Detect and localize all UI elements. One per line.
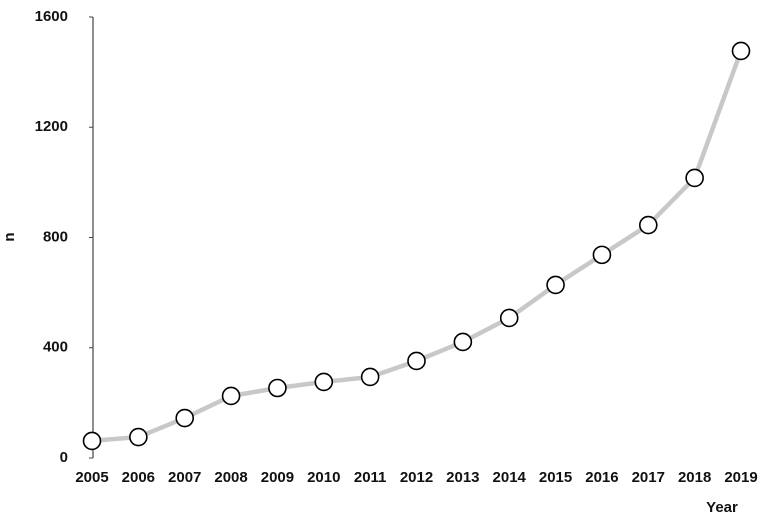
x-tick-label: 2006 bbox=[122, 469, 155, 486]
marker bbox=[360, 367, 380, 387]
x-tick-label: 2013 bbox=[446, 469, 479, 486]
marker bbox=[731, 41, 751, 61]
marker bbox=[592, 245, 612, 265]
marker bbox=[453, 332, 473, 352]
y-tick-label: 800 bbox=[43, 228, 68, 245]
x-tick-label: 2011 bbox=[354, 469, 387, 486]
x-tick-label: 2016 bbox=[585, 469, 618, 486]
x-tick-label: 2015 bbox=[539, 469, 572, 486]
marker bbox=[499, 308, 519, 328]
marker bbox=[221, 386, 241, 406]
y-tick-label: 1200 bbox=[35, 118, 68, 135]
marker bbox=[268, 378, 287, 398]
marker bbox=[638, 215, 658, 235]
x-tick-label: 2018 bbox=[678, 469, 711, 486]
x-tick-label: 2005 bbox=[75, 469, 108, 486]
marker bbox=[546, 275, 565, 295]
line bbox=[91, 50, 744, 444]
marker bbox=[407, 351, 426, 371]
y-axis-title: n bbox=[1, 232, 18, 241]
y-tick-label: 400 bbox=[43, 339, 68, 356]
marker bbox=[82, 431, 102, 451]
x-tick-label: 2008 bbox=[214, 469, 247, 486]
marker bbox=[175, 408, 195, 428]
x-tick-label: 2009 bbox=[261, 469, 294, 486]
marker bbox=[685, 168, 704, 188]
x-tick-label: 2017 bbox=[632, 469, 665, 486]
x-axis-title: Year bbox=[706, 499, 738, 516]
x-tick-label: 2007 bbox=[168, 469, 201, 486]
x-tick-label: 2010 bbox=[307, 469, 340, 486]
y-tick-label: 1600 bbox=[35, 8, 68, 25]
x-tick-label: 2012 bbox=[400, 469, 433, 486]
marker bbox=[129, 427, 148, 447]
y-tick-label: 0 bbox=[60, 449, 68, 466]
x-tick-label: 2014 bbox=[493, 469, 527, 486]
x-tick-label: 2019 bbox=[724, 469, 757, 486]
marker bbox=[314, 372, 334, 392]
